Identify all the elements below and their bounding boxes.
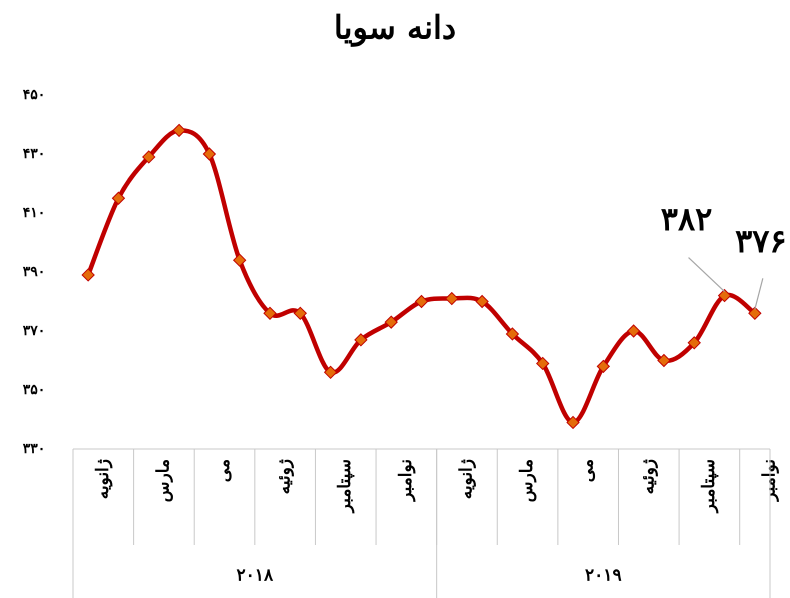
marker	[657, 353, 671, 368]
x-tick-label: مارس	[517, 459, 537, 502]
marker	[596, 359, 611, 374]
marker	[626, 324, 641, 338]
y-tick-label: ۳۳۰	[23, 441, 46, 457]
x-tick-label: ژانویه	[456, 459, 476, 499]
marker	[354, 333, 368, 347]
marker	[293, 306, 307, 321]
x-tick-label: می	[578, 459, 598, 482]
y-tick-label: ۳۷۰	[23, 323, 46, 339]
marker	[172, 123, 186, 138]
x-tick-label: ژانویه	[93, 459, 113, 499]
marker	[687, 336, 701, 350]
x-tick-label: می	[214, 459, 234, 482]
leader-line	[754, 278, 764, 310]
marker	[717, 288, 732, 303]
marker	[263, 306, 277, 321]
leader-line	[688, 257, 725, 293]
marker	[536, 356, 550, 371]
x-tick-label: نوامبر	[396, 459, 416, 503]
y-tick-label: ۳۹۰	[23, 264, 46, 280]
x-group-label: ۲۰۱۹	[585, 566, 622, 586]
marker	[445, 291, 459, 306]
marker	[414, 294, 429, 309]
y-tick-label: ۳۵۰	[23, 382, 46, 398]
marker	[323, 365, 338, 380]
marker	[81, 268, 95, 282]
marker	[475, 294, 489, 309]
x-tick-label: مارس	[153, 459, 173, 502]
x-group-label: ۲۰۱۸	[237, 566, 274, 586]
marker	[384, 315, 398, 329]
x-tick-label: سپتامبر	[335, 459, 355, 514]
marker	[111, 191, 126, 205]
data-label: ۳۷۶	[735, 222, 787, 260]
data-label: ۳۸۲	[661, 200, 713, 238]
y-tick-label: ۴۳۰	[23, 146, 46, 162]
y-tick-label: ۴۱۰	[23, 205, 46, 221]
series-line	[86, 128, 757, 425]
y-tick-label: ۴۵۰	[23, 87, 46, 103]
chart-title: دانه سویا	[334, 9, 456, 48]
marker	[202, 147, 217, 161]
marker	[748, 306, 762, 321]
marker	[566, 415, 580, 430]
x-tick-label: سپتامبر	[699, 459, 719, 514]
marker	[505, 327, 520, 341]
x-tick-label: ژوئیه	[275, 459, 295, 494]
x-tick-label: ژوئیه	[638, 459, 658, 494]
marker	[142, 150, 156, 164]
marker	[232, 253, 247, 267]
